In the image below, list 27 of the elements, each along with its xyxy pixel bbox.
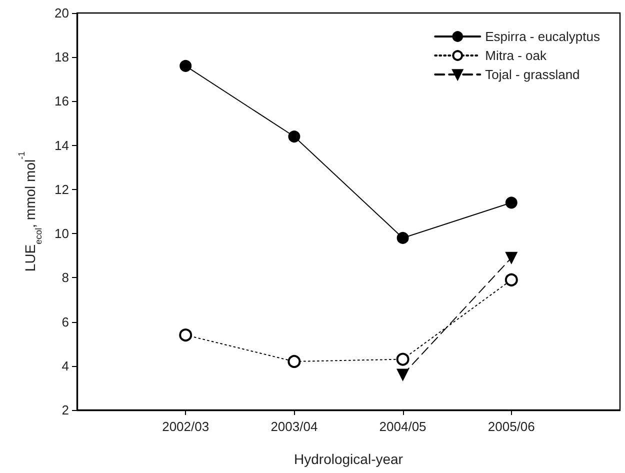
y-tick-label: 6 [62,314,69,330]
y-tick-label: 14 [54,138,69,153]
legend-label: Espirra - eucalyptus [485,29,600,44]
y-tick-label: 20 [54,6,69,20]
legend-label: Tojal - grassland [485,67,580,82]
y-axis-title: LUEecol, mmol mol-1 [16,151,44,272]
x-tick-label: 2002/03 [162,419,210,434]
x-tick-label: 2005/06 [488,419,535,434]
point [505,196,518,209]
point [396,232,409,244]
point [504,273,518,286]
x-axis-title: Hydrological-year [294,451,404,467]
legend-label: Mitra - oak [485,48,548,63]
y-tick-label: 2 [62,402,69,418]
y-tick-label: 8 [62,270,69,286]
point [288,130,300,143]
y-tick-label: 18 [54,50,69,65]
y-tick-label: 4 [62,358,69,374]
point [179,328,192,342]
x-tick-label: 2004/05 [379,419,426,434]
y-tick-label: 10 [54,226,69,242]
point [180,60,192,72]
point [396,352,410,366]
y-tick-label: 16 [54,94,69,109]
point [288,354,301,368]
x-tick-label: 2003/04 [270,419,318,434]
y-tick-label: 12 [54,182,69,197]
